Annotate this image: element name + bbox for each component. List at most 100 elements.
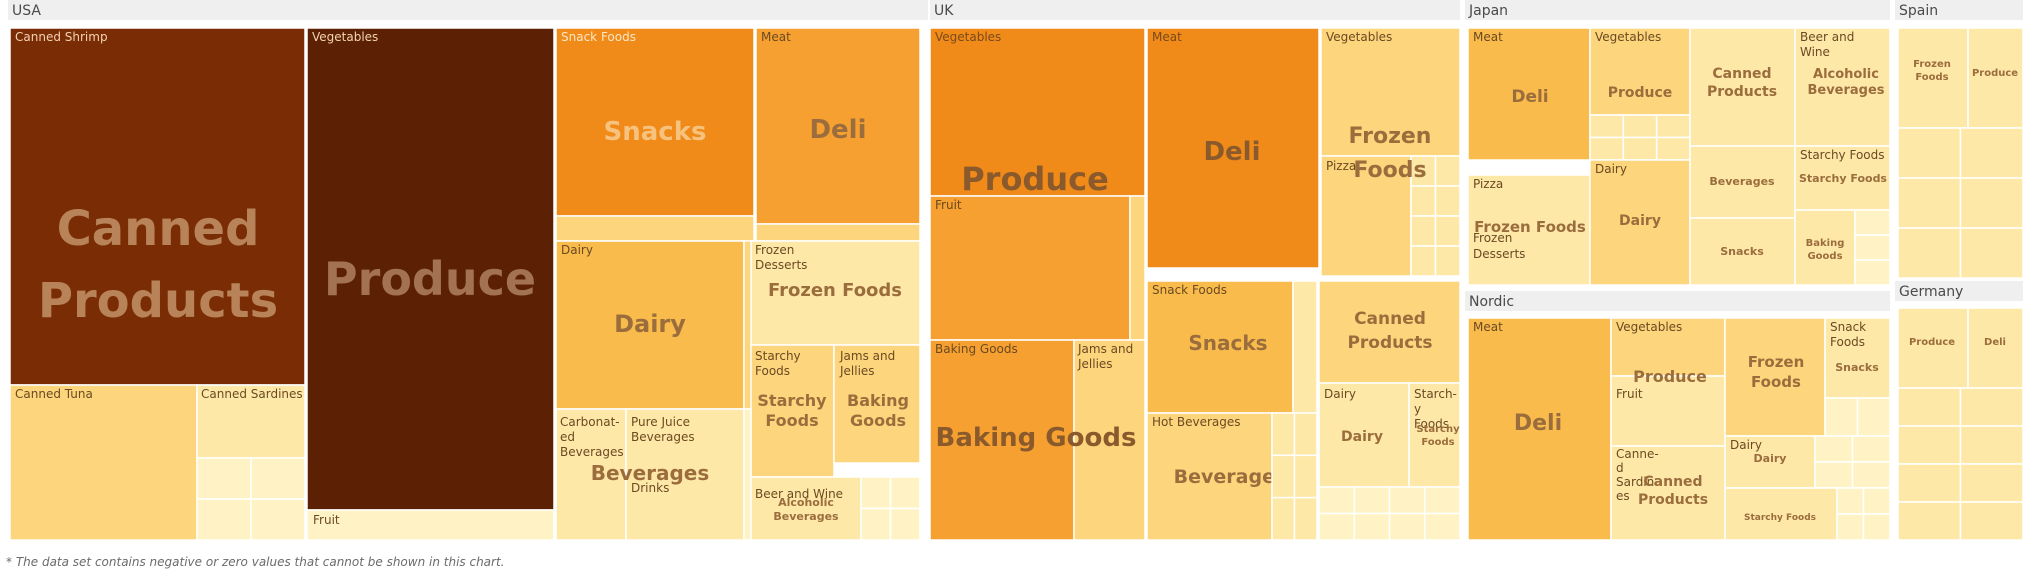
treemap-cell xyxy=(1320,27,1461,157)
minor-cell xyxy=(555,215,755,242)
cell-label: Snack xyxy=(1830,320,1866,334)
minor-cell xyxy=(1271,496,1296,541)
cell-label: Sardin xyxy=(1616,475,1654,489)
treemap-cell xyxy=(1146,412,1273,541)
minor-cell xyxy=(1897,127,1962,179)
minor-cell xyxy=(889,507,921,541)
cell-label: Jams and xyxy=(1077,342,1133,356)
cell-label: Snack Foods xyxy=(561,30,636,44)
minor-cell xyxy=(1318,512,1355,541)
group-label: Canned xyxy=(1643,474,1702,490)
group-label: Deli xyxy=(1514,411,1562,436)
group-label: Dairy xyxy=(1341,429,1383,445)
group-label: Deli xyxy=(809,115,866,145)
cell-label: Dairy xyxy=(1324,387,1356,401)
treemap-cell xyxy=(1318,280,1461,384)
group-label: Deli xyxy=(1984,337,2006,348)
minor-cell xyxy=(1856,397,1891,437)
region-header xyxy=(930,0,1460,20)
cell-label: Frozen xyxy=(755,243,794,257)
treemap-cell xyxy=(196,384,306,459)
group-label: Deli xyxy=(1203,137,1260,167)
minor-cell xyxy=(1897,387,1962,427)
treemap-cell xyxy=(1146,27,1320,269)
cell-label: Meat xyxy=(761,30,791,44)
minor-cell xyxy=(1434,215,1461,247)
minor-cell xyxy=(743,408,752,541)
minor-cell xyxy=(1434,185,1461,217)
treemap-cell xyxy=(1610,375,1726,447)
cell-label: Meat xyxy=(1473,320,1503,334)
cell-label: Beverages xyxy=(560,445,624,459)
minor-cell xyxy=(1854,209,1891,236)
minor-cell xyxy=(1424,486,1461,515)
minor-cell xyxy=(1959,425,2024,465)
group-label: Produce xyxy=(1633,367,1707,386)
cell-label: Jellies xyxy=(1077,357,1113,371)
minor-cell xyxy=(1836,513,1865,541)
treemap-cell xyxy=(1967,27,2024,129)
treemap-cell xyxy=(929,27,1146,197)
treemap-cell xyxy=(1589,27,1691,116)
cell-label: Wine xyxy=(1800,45,1830,59)
minor-cell xyxy=(860,476,892,510)
cell-label: ed xyxy=(560,430,575,444)
group-label: Beverages xyxy=(1709,175,1775,188)
treemap-cell xyxy=(555,27,755,217)
cell-label: Canne- xyxy=(1616,447,1659,461)
minor-cell xyxy=(1897,177,1962,229)
cell-label: Pizza xyxy=(1326,159,1356,173)
group-label: Goods xyxy=(1807,251,1842,262)
minor-cell xyxy=(1959,387,2024,427)
minor-cell xyxy=(1353,486,1391,515)
cell-label: Vegetables xyxy=(1595,30,1661,44)
group-label: Frozen xyxy=(1349,124,1432,149)
group-label: Canned xyxy=(57,201,260,257)
group-label: Baking Goods xyxy=(936,423,1137,453)
treemap-cell xyxy=(750,344,835,478)
minor-cell xyxy=(889,476,921,510)
cell-label: Pizza xyxy=(1473,177,1503,191)
minor-cell xyxy=(860,507,892,541)
cell-label: Foods xyxy=(755,364,790,378)
group-label: Baking xyxy=(847,391,909,410)
cell-label: Desserts xyxy=(755,258,807,272)
treemap-cell xyxy=(1589,159,1691,286)
minor-cell xyxy=(1622,136,1658,161)
minor-cell xyxy=(1271,454,1296,499)
group-label: Produce xyxy=(1972,68,2018,79)
minor-cell xyxy=(1897,463,1962,503)
cell-label: Pure Juice xyxy=(631,415,690,429)
minor-cell xyxy=(1388,512,1426,541)
cell-label: Jellies xyxy=(839,364,875,378)
treemap-cell xyxy=(1897,307,1969,389)
group-label: Frozen xyxy=(1748,353,1805,371)
group-label: Beverages xyxy=(773,510,839,523)
region-label: Germany xyxy=(1899,284,1963,300)
cell-label: Vegetables xyxy=(312,30,378,44)
treemap-cell xyxy=(1073,339,1146,541)
treemap-cell xyxy=(1610,445,1726,541)
group-label: Baking xyxy=(1806,238,1845,249)
treemap-cell xyxy=(9,384,198,541)
treemap-cell xyxy=(929,195,1131,341)
minor-cell xyxy=(1410,215,1437,247)
group-label: Foods xyxy=(1421,437,1454,448)
minor-cell xyxy=(1622,114,1658,139)
group-label: Foods xyxy=(1751,373,1801,391)
cell-label: Dairy xyxy=(1730,438,1762,452)
chart-footnote: * The data set contains negative or zero… xyxy=(6,555,505,569)
cell-label: Fruit xyxy=(313,513,340,527)
group-label: Starchy Foods xyxy=(1799,172,1887,185)
group-label: Produce xyxy=(961,160,1109,198)
region-header xyxy=(1465,0,1890,20)
minor-cell xyxy=(1655,136,1691,161)
group-label: Products xyxy=(1347,333,1432,353)
group-label: Canned xyxy=(1354,309,1426,329)
treemap-cell xyxy=(306,27,555,511)
group-label: Frozen Foods xyxy=(1474,218,1586,236)
region-header xyxy=(1895,0,2023,20)
cell-label: Foods xyxy=(1414,417,1449,431)
minor-cell xyxy=(1862,513,1891,541)
